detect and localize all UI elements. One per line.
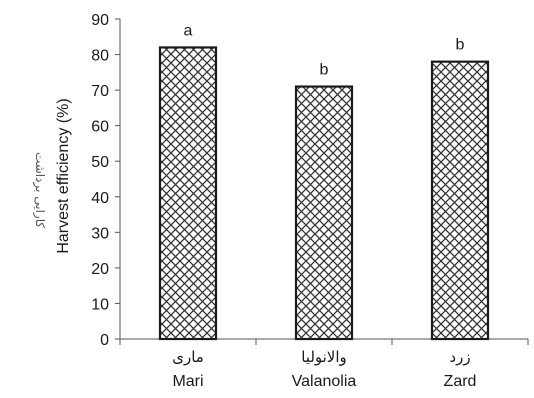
bar	[430, 60, 490, 341]
x-tick-label: Valanolia	[292, 373, 357, 390]
labels-group: a ماری Mari b والانولیا Valanolia b زرد Zard	[172, 22, 476, 390]
y-tick-label: 30	[91, 225, 109, 242]
y-tick-label: 70	[91, 83, 109, 100]
x-tick-label-fa: ماری	[172, 348, 204, 366]
y-axis-label-fa: کارایی برداشت	[32, 152, 47, 228]
y-tick-label: 80	[91, 48, 109, 65]
significance-label: b	[456, 37, 465, 54]
y-axis-label: Harvest efficiency (%)	[55, 98, 72, 253]
y-tick-label: 0	[100, 332, 109, 349]
bars-group	[158, 46, 490, 341]
y-tick-label: 60	[91, 119, 109, 136]
axes: 0 10 20 30 40 50 60 70 80 90	[91, 12, 529, 349]
x-tick-label-fa: زرد	[449, 348, 470, 366]
significance-label: a	[184, 22, 193, 39]
bar	[158, 46, 218, 341]
y-tick-label: 10	[91, 296, 109, 313]
significance-label: b	[320, 62, 329, 79]
y-tick-label: 20	[91, 261, 109, 278]
x-tick-label: Zard	[444, 373, 477, 390]
y-tick-label: 90	[91, 12, 109, 29]
x-tick-label: Mari	[172, 373, 203, 390]
x-tick-label-fa: والانولیا	[301, 348, 347, 366]
y-tick-label: 50	[91, 154, 109, 171]
y-tick-label: 40	[91, 190, 109, 207]
bar	[294, 85, 354, 341]
